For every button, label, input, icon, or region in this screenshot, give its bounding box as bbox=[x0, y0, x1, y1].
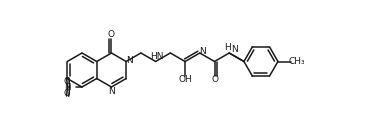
Text: HN: HN bbox=[150, 52, 163, 61]
Text: N: N bbox=[108, 87, 115, 95]
Text: N: N bbox=[231, 45, 237, 55]
Text: O: O bbox=[63, 89, 70, 97]
Text: N: N bbox=[199, 48, 206, 57]
Text: O: O bbox=[108, 30, 115, 39]
Text: O: O bbox=[63, 77, 70, 85]
Text: OH: OH bbox=[178, 75, 192, 85]
Text: O: O bbox=[211, 75, 218, 85]
Text: CH₃: CH₃ bbox=[288, 57, 305, 66]
Text: N: N bbox=[64, 82, 71, 92]
Text: H: H bbox=[224, 43, 230, 53]
Text: N: N bbox=[126, 56, 133, 65]
